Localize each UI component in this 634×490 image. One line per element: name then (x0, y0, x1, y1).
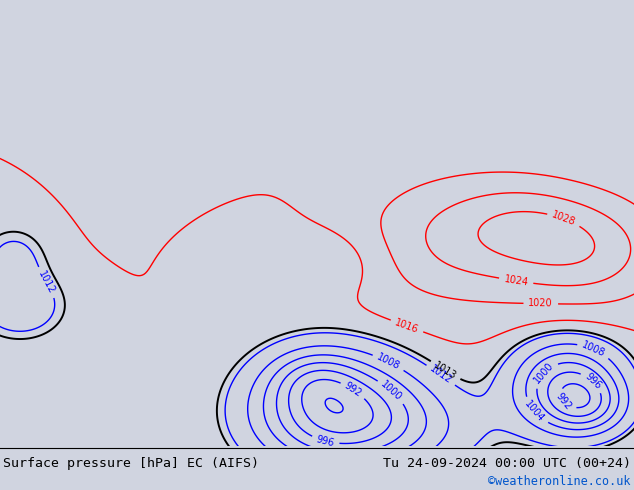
Text: 996: 996 (583, 371, 603, 392)
Text: 1024: 1024 (503, 274, 529, 288)
Text: 1000: 1000 (532, 361, 555, 386)
Text: 992: 992 (554, 392, 574, 412)
Text: 992: 992 (342, 381, 364, 399)
Text: 996: 996 (315, 434, 335, 448)
Text: 1016: 1016 (394, 317, 420, 335)
Text: 1020: 1020 (528, 298, 553, 309)
Text: 1012: 1012 (428, 364, 454, 386)
Text: ©weatheronline.co.uk: ©weatheronline.co.uk (488, 475, 631, 488)
Text: 1008: 1008 (581, 340, 607, 359)
Text: 1000: 1000 (379, 379, 404, 403)
Text: Surface pressure [hPa] EC (AIFS): Surface pressure [hPa] EC (AIFS) (3, 457, 259, 470)
Text: 1008: 1008 (375, 352, 402, 372)
Text: 1012: 1012 (37, 269, 57, 295)
Text: 1013: 1013 (432, 360, 458, 381)
Text: 1028: 1028 (550, 210, 577, 228)
Text: 1004: 1004 (376, 447, 402, 464)
Text: 1004: 1004 (523, 399, 547, 424)
Text: Tu 24-09-2024 00:00 UTC (00+24): Tu 24-09-2024 00:00 UTC (00+24) (383, 457, 631, 470)
